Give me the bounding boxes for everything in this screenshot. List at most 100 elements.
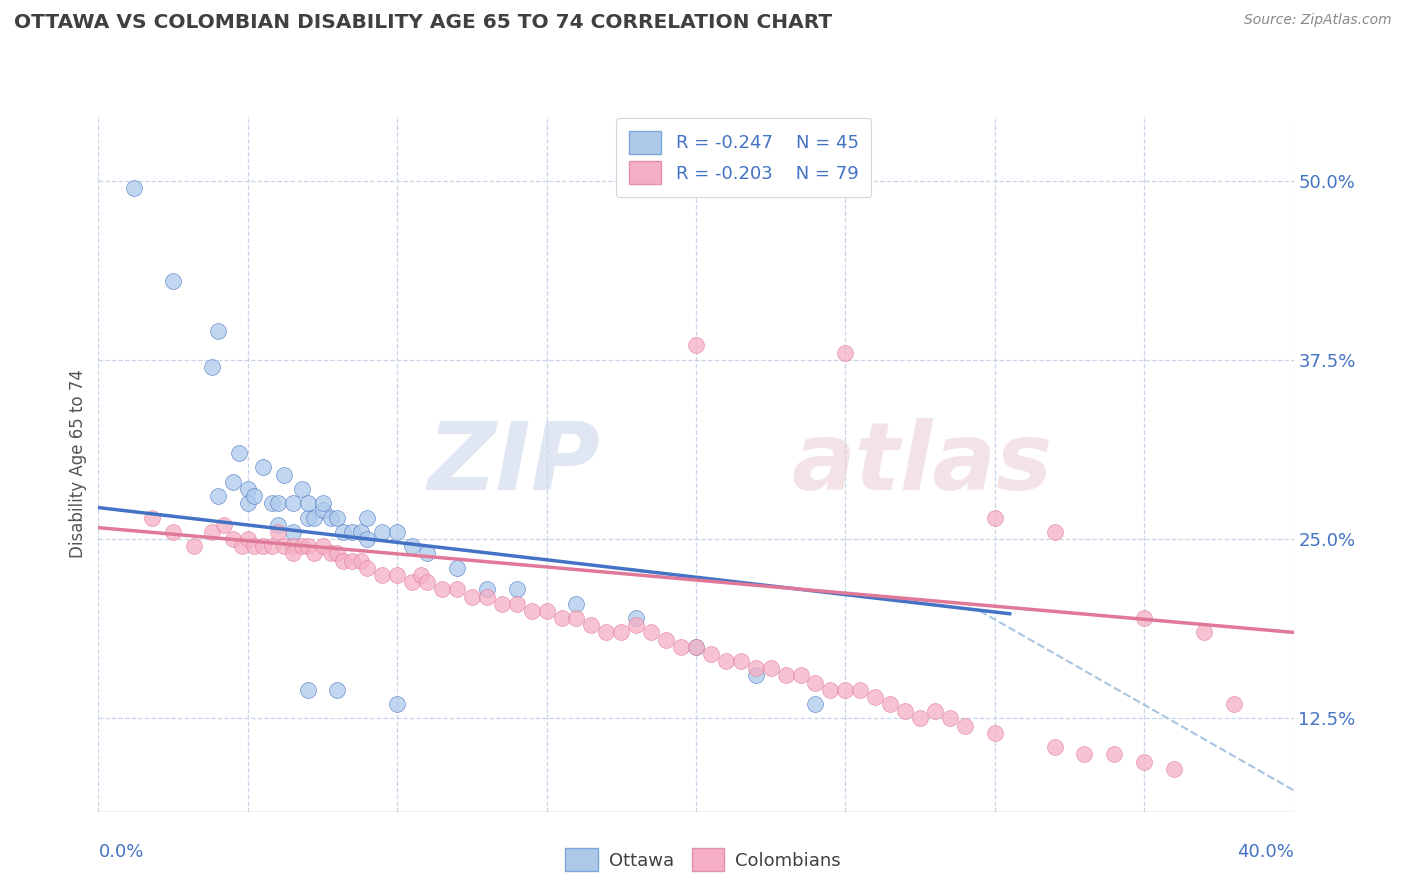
Point: [141, 510, 163, 524]
Text: OTTAWA VS COLOMBIAN DISABILITY AGE 65 TO 74 CORRELATION CHART: OTTAWA VS COLOMBIAN DISABILITY AGE 65 TO…: [14, 13, 832, 32]
Point: [789, 668, 811, 682]
Point: [260, 496, 283, 510]
Point: [356, 532, 378, 546]
Point: [356, 510, 378, 524]
Point: [267, 524, 290, 539]
Point: [401, 575, 423, 590]
Point: [342, 524, 364, 539]
Text: atlas: atlas: [792, 417, 1053, 510]
Point: [416, 547, 439, 561]
Point: [385, 568, 409, 582]
Point: [1192, 625, 1215, 640]
Point: [201, 359, 224, 374]
Point: [939, 711, 962, 725]
Point: [222, 532, 245, 546]
Point: [260, 539, 283, 553]
Text: 0.0%: 0.0%: [98, 843, 143, 861]
Point: [908, 711, 931, 725]
Point: [297, 496, 319, 510]
Text: Source: ZipAtlas.com: Source: ZipAtlas.com: [1244, 13, 1392, 28]
Point: [506, 597, 529, 611]
Point: [273, 467, 295, 482]
Point: [1104, 747, 1126, 762]
Point: [520, 604, 543, 618]
Point: [775, 668, 797, 682]
Point: [236, 482, 259, 496]
Point: [311, 503, 333, 517]
Point: [475, 582, 498, 597]
Point: [332, 524, 354, 539]
Point: [953, 719, 976, 733]
Point: [321, 547, 343, 561]
Point: [640, 625, 662, 640]
Point: [236, 496, 259, 510]
Point: [281, 524, 304, 539]
Point: [281, 539, 304, 553]
Point: [714, 654, 737, 668]
Point: [491, 597, 513, 611]
Point: [267, 517, 290, 532]
Point: [430, 582, 453, 597]
Point: [311, 539, 333, 553]
Point: [212, 517, 235, 532]
Point: [1133, 755, 1156, 769]
Y-axis label: Disability Age 65 to 74: Disability Age 65 to 74: [69, 369, 87, 558]
Point: [550, 611, 572, 625]
Point: [356, 561, 378, 575]
Point: [290, 482, 312, 496]
Point: [834, 345, 856, 359]
Point: [655, 632, 678, 647]
Point: [297, 539, 319, 553]
Point: [624, 618, 647, 632]
Point: [685, 640, 707, 654]
Point: [332, 554, 354, 568]
Legend: R = -0.247    N = 45, R = -0.203    N = 79: R = -0.247 N = 45, R = -0.203 N = 79: [616, 118, 872, 197]
Text: 40.0%: 40.0%: [1237, 843, 1294, 861]
Point: [326, 682, 349, 697]
Point: [231, 539, 253, 553]
Point: [446, 582, 468, 597]
Point: [371, 524, 394, 539]
Point: [162, 274, 184, 288]
Point: [745, 668, 768, 682]
Point: [1163, 762, 1185, 776]
Point: [700, 647, 723, 661]
Point: [1073, 747, 1095, 762]
Point: [243, 489, 266, 503]
Point: [350, 524, 373, 539]
Point: [385, 524, 409, 539]
Point: [302, 547, 325, 561]
Point: [565, 597, 588, 611]
Point: [411, 568, 433, 582]
Point: [610, 625, 633, 640]
Point: [685, 640, 707, 654]
Point: [281, 547, 304, 561]
Point: [273, 539, 295, 553]
Point: [1043, 524, 1066, 539]
Point: [595, 625, 617, 640]
Point: [321, 510, 343, 524]
Point: [759, 661, 782, 675]
Point: [565, 611, 588, 625]
Point: [745, 661, 768, 675]
Point: [290, 539, 312, 553]
Point: [461, 590, 484, 604]
Point: [983, 726, 1005, 740]
Point: [311, 496, 333, 510]
Point: [201, 524, 224, 539]
Point: [281, 496, 304, 510]
Point: [401, 539, 423, 553]
Point: [849, 682, 872, 697]
Point: [326, 510, 349, 524]
Point: [350, 554, 373, 568]
Point: [124, 180, 146, 194]
Point: [924, 704, 946, 718]
Point: [385, 697, 409, 711]
Point: [222, 475, 245, 489]
Point: [685, 338, 707, 352]
Point: [730, 654, 752, 668]
Point: [297, 682, 319, 697]
Point: [983, 510, 1005, 524]
Point: [1223, 697, 1246, 711]
Point: [475, 590, 498, 604]
